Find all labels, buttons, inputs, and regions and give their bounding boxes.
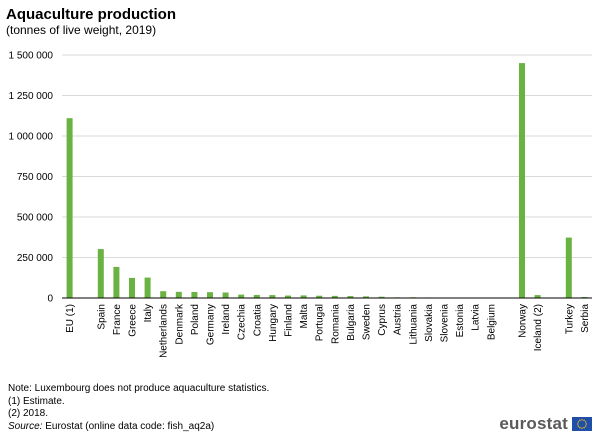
bar (316, 295, 323, 298)
bar-chart: 0 250 000 500 000 750 000 1 000 000 1 250 000… (9, 51, 592, 358)
bar (113, 266, 120, 298)
y-tick-label: 1 250 000 (9, 91, 54, 102)
x-tick-label: Serbia (580, 304, 591, 333)
chart-subtitle: (tonnes of live weight, 2019) (6, 23, 157, 37)
x-tick-label: Slovakia (424, 304, 435, 342)
x-tick-label: EU (1) (65, 304, 76, 333)
y-tick-label: 1 500 000 (9, 51, 54, 62)
x-tick-label: Czechia (237, 304, 248, 341)
x-tick-label: Belgium (486, 304, 497, 340)
bar (191, 292, 198, 298)
x-tick-label: Latvia (471, 304, 482, 331)
bar (331, 295, 338, 298)
bar (363, 296, 369, 298)
bar (144, 277, 151, 298)
bar (207, 292, 213, 298)
bar (238, 294, 245, 298)
bar (253, 294, 260, 298)
eu-flag-icon (572, 417, 592, 431)
x-tick-label: Spain (96, 304, 107, 330)
x-tick-label: Croatia (252, 304, 263, 337)
x-tick-label: Lithuania (408, 304, 419, 345)
source-text: Eurostat (online data code: fish_aq2a) (42, 420, 215, 432)
x-tick-label: Turkey (564, 304, 575, 334)
y-tick-label: 500 000 (17, 213, 54, 224)
x-tick-label: Ireland (221, 304, 232, 335)
bar (269, 295, 276, 298)
bar (519, 63, 525, 298)
bar (222, 292, 229, 298)
x-tick-label: Austria (393, 304, 404, 336)
bar (534, 295, 541, 298)
x-tick-label: Portugal (315, 304, 326, 341)
eurostat-logo-text: eurostat (499, 414, 568, 433)
y-tick-label: 250 000 (17, 253, 54, 264)
bar (565, 237, 572, 298)
source-label: Source: (8, 420, 43, 432)
note-year: (2) 2018. (8, 408, 49, 420)
x-tick-label: France (112, 304, 123, 336)
bar (300, 295, 307, 298)
bar (66, 118, 73, 299)
bar (129, 277, 135, 298)
x-tick-label: Italy (143, 304, 154, 322)
x-tick-label: Iceland (2) (533, 304, 544, 351)
note-luxembourg: Note: Luxembourg does not produce aquacu… (8, 383, 270, 394)
x-tick-label: Denmark (174, 303, 185, 345)
x-tick-label: Netherlands (159, 304, 170, 358)
x-tick-label: Bulgaria (346, 304, 357, 341)
y-tick-label: 750 000 (17, 172, 54, 183)
x-tick-label: Hungary (268, 304, 279, 342)
y-tick-label: 0 (47, 294, 53, 305)
y-tick-label: 1 000 000 (9, 132, 54, 143)
x-tick-label: Estonia (455, 304, 466, 338)
bar (378, 296, 385, 298)
x-tick-label: Poland (190, 304, 201, 335)
chart-title: Aquaculture production (6, 6, 176, 23)
bar (97, 249, 104, 298)
eurostat-logo: eurostat (499, 414, 592, 434)
bar (285, 295, 291, 298)
x-tick-label: Cyprus (377, 304, 388, 336)
bar (175, 291, 182, 298)
note-estimate: (1) Estimate. (8, 395, 65, 407)
x-tick-label: Finland (284, 304, 295, 337)
x-tick-label: Germany (206, 304, 217, 345)
x-tick-label: Greece (128, 304, 139, 337)
x-tick-label: Romania (330, 304, 341, 344)
x-tick-label: Malta (299, 304, 310, 329)
x-tick-label: Sweden (362, 304, 373, 340)
source-line: Source: Eurostat (online data code: fish… (8, 421, 269, 434)
footnotes: Note: Luxembourg does not produce aquacu… (8, 383, 269, 433)
x-tick-label: Slovenia (440, 304, 451, 343)
x-tick-label: Norway (518, 304, 529, 338)
bar (160, 291, 167, 298)
bar (347, 296, 354, 298)
